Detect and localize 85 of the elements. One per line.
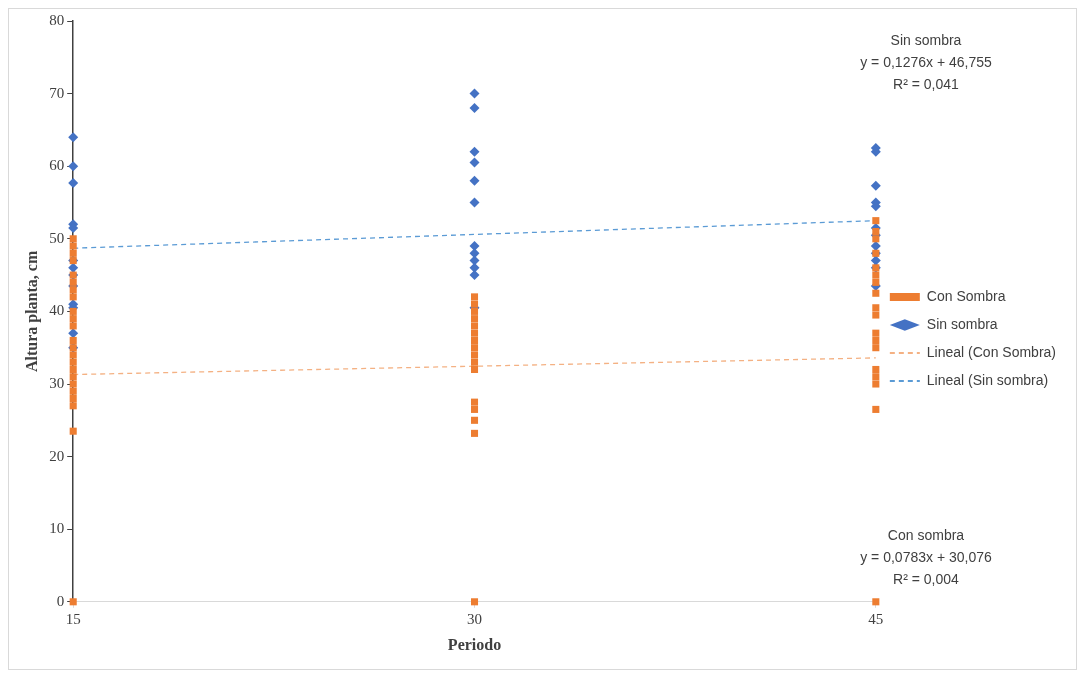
x-axis-title: Periodo [447,635,502,653]
annotation: y = 0,0783x + 30,076 [859,548,993,567]
point [872,373,880,381]
point [69,387,77,395]
annotation: y = 0,1276x + 46,755 [859,53,993,72]
point [872,217,880,225]
point [470,398,479,406]
legend-label: Lineal (Con Sombra) [926,343,1056,360]
point [469,270,480,281]
text: R² = 0,004 [892,570,960,589]
point [872,344,880,352]
point [470,344,479,352]
point [69,249,77,257]
point [69,293,77,301]
point [470,429,479,437]
point [69,380,77,388]
point [470,322,479,330]
point [69,351,77,359]
point [69,307,77,315]
y-tick-label: 0 [56,592,65,609]
y-tick-label: 30 [49,374,65,391]
point [872,405,880,413]
x-tick-label: 15 [65,610,81,627]
y-axis-title: Altura planta, cm [22,250,41,373]
point [470,405,479,413]
point [470,293,479,301]
legend-label: Con Sombra [926,287,1006,304]
point [470,358,479,366]
point [872,235,880,243]
point [69,365,77,374]
point [69,286,77,294]
legend-label: Sin sombra [926,315,998,332]
text: Sin sombra [889,31,963,50]
point [69,358,77,366]
point [470,416,479,424]
x-tick-label: 30 [467,610,483,627]
point [469,197,480,208]
point [872,228,880,236]
text: R² = 0,041 [892,75,960,94]
y-tick-label: 40 [49,302,65,319]
point [470,365,479,374]
point [69,336,77,344]
point [470,336,479,344]
point [470,315,479,323]
point [69,242,77,250]
point [470,329,479,337]
point [68,161,79,172]
point [68,177,79,188]
point [469,103,480,114]
y-tick-label: 50 [49,229,65,246]
point [470,300,479,308]
legend-label: Lineal (Sin sombra) [926,371,1049,388]
x-tick-label: 45 [868,610,884,627]
y-tick-label: 60 [49,157,65,174]
y-tick-label: 80 [49,11,65,28]
y-tick-label: 70 [49,84,65,101]
y-tick-label: 10 [49,520,65,537]
point [68,132,79,143]
point [69,402,77,410]
point [872,329,880,337]
text: Con sombra [886,526,966,545]
point [872,365,880,374]
point [872,271,880,279]
point [469,175,480,186]
point [469,146,480,157]
point [69,235,77,243]
point [872,380,880,388]
point [872,304,880,312]
y-tick-label: 20 [49,447,65,464]
point [69,427,77,435]
point [870,180,881,191]
point [69,278,77,286]
point [69,315,77,323]
point [872,289,880,297]
point [872,336,880,344]
point [69,322,77,330]
point [470,351,479,359]
point [470,598,479,606]
point [469,88,480,99]
point [872,278,880,286]
point [69,373,77,381]
point [469,157,480,168]
point [69,394,77,403]
point [470,307,479,315]
point [872,311,880,319]
